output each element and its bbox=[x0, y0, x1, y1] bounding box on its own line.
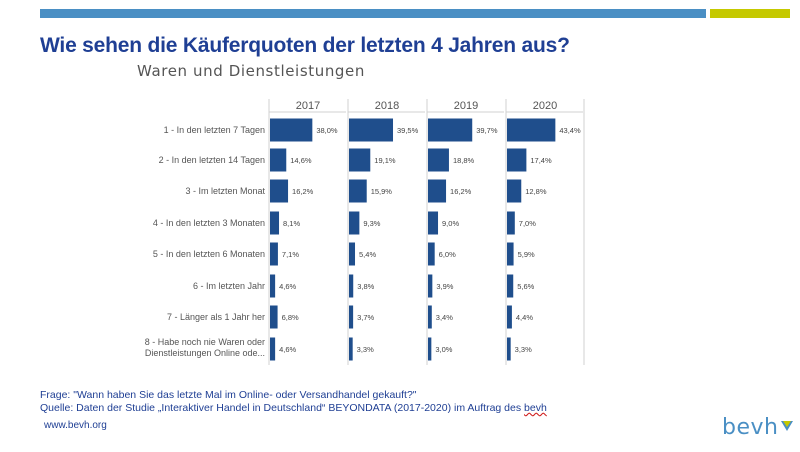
data-label: 39,7% bbox=[476, 126, 498, 135]
data-label: 3,0% bbox=[435, 345, 452, 354]
data-label: 43,4% bbox=[559, 126, 581, 135]
data-label: 14,6% bbox=[290, 156, 312, 165]
footer-question: Frage: "Wann haben Sie das letzte Mal im… bbox=[40, 389, 417, 401]
bar-2017 bbox=[270, 305, 278, 329]
top-accent-bar-blue bbox=[40, 9, 706, 18]
chart-subtitle: Waren und Dienstleistungen bbox=[137, 62, 365, 80]
bar-2019 bbox=[428, 274, 433, 298]
bar-2018 bbox=[349, 305, 354, 329]
category-label: 7 - Länger als 1 Jahr her bbox=[167, 312, 265, 322]
data-label: 4,6% bbox=[279, 345, 296, 354]
data-label: 3,9% bbox=[436, 282, 453, 291]
data-label: 39,5% bbox=[397, 126, 419, 135]
category-label: 4 - In den letzten 3 Monaten bbox=[153, 218, 265, 228]
category-label: 8 - Habe noch nie Waren oder Dienstleistu… bbox=[145, 337, 265, 358]
data-label: 9,3% bbox=[363, 219, 380, 228]
bar-2017 bbox=[270, 274, 276, 298]
panel-header-2020: 2020 bbox=[533, 100, 557, 112]
bar-2019 bbox=[428, 118, 473, 142]
bar-2017 bbox=[270, 337, 276, 361]
bar-2020 bbox=[507, 337, 511, 361]
logo-wordmark: bevh bbox=[722, 415, 779, 440]
category-label: 5 - In den letzten 6 Monaten bbox=[153, 249, 265, 259]
footer-source: Quelle: Daten der Studie „Interaktiver H… bbox=[40, 402, 547, 414]
bar-2020 bbox=[507, 148, 527, 172]
top-accent-bar-lime bbox=[710, 9, 790, 18]
bar-2018 bbox=[349, 242, 356, 266]
bar-2019 bbox=[428, 337, 432, 361]
category-label: 2 - In den letzten 14 Tagen bbox=[159, 155, 265, 165]
bar-2017 bbox=[270, 148, 287, 172]
data-label: 16,2% bbox=[292, 187, 314, 196]
bevh-logo: bevh bbox=[722, 415, 794, 440]
data-label: 5,9% bbox=[518, 250, 535, 259]
bar-2018 bbox=[349, 211, 360, 235]
footer-source-brand: bevh bbox=[524, 402, 547, 414]
panel-header-2018: 2018 bbox=[375, 100, 399, 112]
bar-2020 bbox=[507, 211, 515, 235]
data-label: 15,9% bbox=[371, 187, 393, 196]
panel-header-2019: 2019 bbox=[454, 100, 478, 112]
data-label: 17,4% bbox=[530, 156, 552, 165]
category-label: 6 - Im letzten Jahr bbox=[193, 281, 265, 291]
footer-source-text: Quelle: Daten der Studie „Interaktiver H… bbox=[40, 402, 525, 414]
bar-2018 bbox=[349, 118, 394, 142]
data-label: 9,0% bbox=[442, 219, 459, 228]
bar-2020 bbox=[507, 242, 514, 266]
data-label: 5,6% bbox=[517, 282, 534, 291]
bar-2020 bbox=[507, 179, 522, 203]
bar-2019 bbox=[428, 305, 432, 329]
data-label: 6,8% bbox=[282, 313, 299, 322]
data-label: 16,2% bbox=[450, 187, 472, 196]
bar-2019 bbox=[428, 211, 439, 235]
bar-2017 bbox=[270, 211, 280, 235]
data-label: 3,7% bbox=[357, 313, 374, 322]
website-url: www.bevh.org bbox=[44, 420, 107, 431]
bar-2019 bbox=[428, 179, 447, 203]
data-label: 3,3% bbox=[515, 345, 532, 354]
page-title: Wie sehen die Käuferquoten der letzten 4… bbox=[40, 34, 570, 57]
bar-2018 bbox=[349, 274, 354, 298]
bar-2018 bbox=[349, 337, 353, 361]
data-label: 7,1% bbox=[282, 250, 299, 259]
category-label: 1 - In den letzten 7 Tagen bbox=[164, 125, 265, 135]
data-label: 3,4% bbox=[436, 313, 453, 322]
bar-2020 bbox=[507, 274, 514, 298]
data-label: 5,4% bbox=[359, 250, 376, 259]
bar-2018 bbox=[349, 148, 371, 172]
bar-2017 bbox=[270, 242, 278, 266]
logo-check-icon bbox=[781, 421, 794, 431]
bar-2020 bbox=[507, 305, 512, 329]
data-label: 38,0% bbox=[316, 126, 338, 135]
data-label: 12,8% bbox=[525, 187, 547, 196]
bar-2017 bbox=[270, 118, 313, 142]
bar-2018 bbox=[349, 179, 367, 203]
data-label: 3,3% bbox=[357, 345, 374, 354]
bar-2019 bbox=[428, 242, 435, 266]
data-label: 4,4% bbox=[516, 313, 533, 322]
data-label: 7,0% bbox=[519, 219, 536, 228]
data-label: 3,8% bbox=[357, 282, 374, 291]
data-label: 4,6% bbox=[279, 282, 296, 291]
data-label: 18,8% bbox=[453, 156, 475, 165]
panel-header-2017: 2017 bbox=[296, 100, 320, 112]
category-label: 3 - Im letzten Monat bbox=[185, 186, 265, 196]
bar-2020 bbox=[507, 118, 556, 142]
bar-2017 bbox=[270, 179, 289, 203]
data-label: 6,0% bbox=[439, 250, 456, 259]
data-label: 8,1% bbox=[283, 219, 300, 228]
data-label: 19,1% bbox=[374, 156, 396, 165]
bar-2019 bbox=[428, 148, 449, 172]
